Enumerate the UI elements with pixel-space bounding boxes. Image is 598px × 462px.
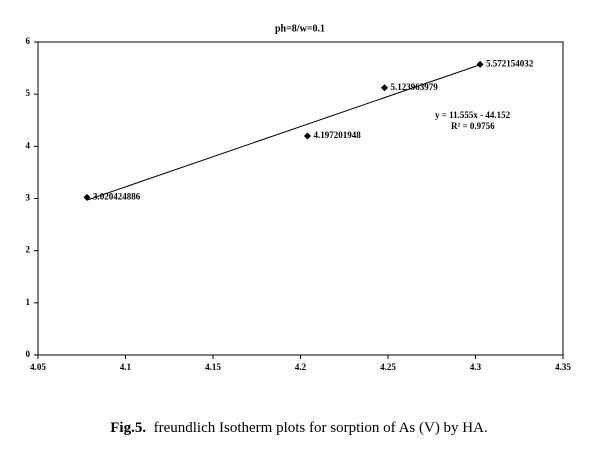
trend-r2: R² = 0.9756	[451, 121, 495, 131]
x-tick-label: 4.25	[380, 362, 396, 372]
point	[83, 193, 91, 201]
y-tick-label: 4	[26, 140, 31, 150]
y-tick-label: 3	[26, 193, 31, 203]
x-tick-label: 4.1	[120, 362, 132, 372]
x-tick-label: 4.2	[295, 362, 307, 372]
point	[476, 60, 484, 68]
data-label: 5.123963979	[391, 82, 439, 92]
x-tick-label: 4.35	[555, 362, 571, 372]
data-label: 4.197201948	[314, 130, 362, 140]
data-label: 5.572154032	[486, 58, 534, 68]
x-tick-label: 4.05	[30, 362, 46, 372]
point	[381, 84, 388, 92]
chart-title: ph=8/w=0.1	[275, 23, 325, 34]
trend-equation: y = 11.555x - 44.152	[435, 110, 511, 120]
y-tick-label: 6	[26, 36, 31, 46]
x-tick-label: 4.15	[205, 362, 221, 372]
y-tick-label: 2	[26, 245, 31, 255]
x-tick-label: 4.3	[470, 362, 482, 372]
y-tick-label: 1	[26, 297, 31, 307]
caption-label: Fig.5.	[110, 420, 147, 436]
data-label: 3.020424886	[93, 191, 141, 201]
y-tick-label: 5	[26, 88, 31, 98]
caption-text: freundlich Isotherm plots for sorption o…	[153, 420, 488, 436]
chart: ph=8/w=0.1 y = 11.555x - 44.152 R² = 0.9…	[26, 23, 572, 372]
trendline	[86, 64, 481, 201]
caption: Fig.5. freundlich Isotherm plots for sor…	[0, 420, 598, 437]
y-tick-label: 0	[26, 349, 31, 359]
point	[304, 132, 311, 140]
